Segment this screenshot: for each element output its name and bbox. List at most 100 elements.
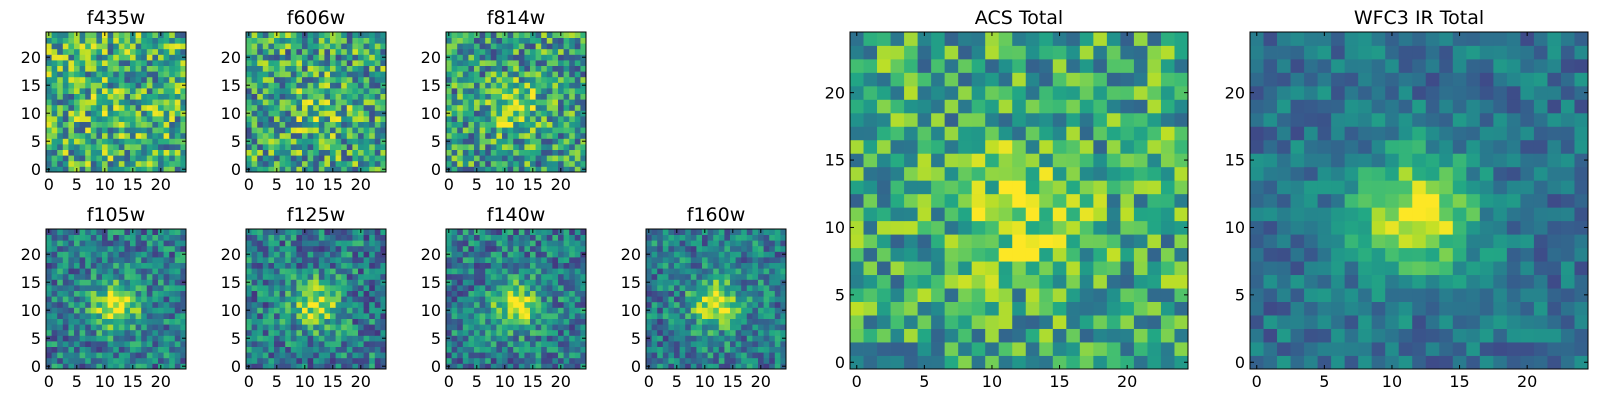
heatmap-cell — [251, 324, 258, 331]
heatmap-cell — [141, 234, 148, 241]
heatmap-cell — [696, 268, 703, 275]
heatmap-cell — [285, 99, 292, 106]
heatmap-cell — [262, 290, 269, 297]
heatmap-cell — [374, 32, 381, 38]
heatmap-cell — [541, 93, 548, 100]
heatmap-cell — [268, 160, 275, 167]
heatmap-cell — [462, 346, 469, 353]
heatmap-cell — [246, 296, 252, 303]
heatmap-cell — [780, 229, 787, 235]
heatmap-cell — [552, 318, 559, 325]
heatmap-cell — [85, 93, 92, 100]
heatmap-cell — [163, 313, 170, 319]
heatmap-cell — [546, 121, 553, 128]
heatmap-cell — [490, 290, 497, 297]
heatmap-cell — [251, 132, 258, 139]
heatmap-cell — [696, 290, 703, 297]
heatmap-cell — [79, 313, 86, 319]
heatmap-cell — [152, 160, 159, 167]
heatmap-cell — [707, 346, 714, 353]
heatmap-cell — [102, 335, 108, 342]
heatmap-cell — [668, 313, 675, 319]
heatmap-cell — [877, 180, 891, 195]
heatmap-cell — [1093, 328, 1108, 343]
heatmap-cell — [290, 301, 297, 308]
heatmap-cell — [702, 285, 708, 291]
heatmap-cell — [535, 71, 542, 78]
heatmap-cell — [1160, 180, 1175, 195]
heatmap-cell — [580, 37, 587, 44]
heatmap-cell — [352, 262, 359, 269]
heatmap-cell — [68, 245, 75, 252]
heatmap-cell — [690, 240, 697, 247]
heatmap-cell — [546, 76, 553, 83]
heatmap-cell — [346, 346, 353, 353]
heatmap-cell — [68, 110, 75, 117]
heatmap-cell — [318, 76, 325, 83]
heatmap-cell — [718, 234, 725, 241]
heatmap-cell — [763, 352, 770, 359]
heatmap-cell — [118, 318, 125, 325]
heatmap-cell — [662, 229, 669, 235]
heatmap-cell — [330, 144, 336, 150]
heatmap-cell — [574, 346, 581, 353]
heatmap-cell — [352, 82, 359, 89]
heatmap-cell — [490, 262, 497, 269]
heatmap-cell — [262, 262, 269, 269]
heatmap-cell — [496, 48, 503, 55]
heatmap-cell — [541, 99, 548, 106]
heatmap-cell — [558, 257, 564, 263]
heatmap-cell — [318, 268, 325, 275]
heatmap-cell — [268, 318, 275, 325]
heatmap-cell — [262, 32, 269, 38]
heatmap-cell — [563, 313, 570, 319]
heatmap-cell — [146, 262, 153, 269]
heatmap-cell — [96, 257, 103, 263]
heatmap-cell — [646, 290, 652, 297]
heatmap-cell — [163, 132, 170, 139]
heatmap-cell — [335, 229, 342, 235]
heatmap-cell — [569, 54, 576, 61]
heatmap-cell — [457, 273, 464, 280]
x-tick-label: 20 — [351, 372, 371, 391]
heatmap-cell — [68, 71, 75, 78]
heatmap-cell — [62, 138, 69, 145]
heatmap-cell — [657, 363, 664, 370]
heatmap-cell — [1174, 328, 1189, 343]
heatmap-cell — [352, 335, 359, 342]
heatmap-cell — [74, 160, 80, 167]
heatmap-cell — [335, 99, 342, 106]
heatmap-cell — [107, 138, 114, 145]
heatmap-cell — [62, 93, 69, 100]
heatmap-cell — [358, 279, 364, 286]
heatmap-cell — [135, 82, 142, 89]
heatmap-cell — [346, 279, 353, 286]
heatmap-cell — [335, 335, 342, 342]
heatmap-cell — [262, 268, 269, 275]
heatmap-cell — [690, 245, 697, 252]
heatmap-cell — [563, 76, 570, 83]
heatmap-cell — [268, 257, 275, 263]
heatmap-cell — [479, 279, 486, 286]
heatmap-cell — [163, 54, 170, 61]
heatmap-cell — [904, 234, 918, 249]
heatmap-cell — [90, 296, 97, 303]
heatmap-cell — [302, 37, 308, 44]
heatmap-cell — [541, 149, 548, 156]
heatmap-cell — [380, 48, 387, 55]
heatmap-cell — [462, 279, 469, 286]
heatmap-cell — [541, 262, 548, 269]
heatmap-cell — [674, 346, 680, 353]
heatmap-cell — [90, 104, 97, 111]
heatmap-cell — [507, 104, 514, 111]
heatmap-cell — [57, 301, 64, 308]
heatmap-cell — [307, 160, 314, 167]
heatmap-cell — [780, 346, 787, 353]
heatmap-cell — [152, 268, 159, 275]
heatmap-cell — [702, 341, 708, 347]
heatmap-cell — [502, 285, 508, 291]
heatmap-cell — [563, 93, 570, 100]
heatmap-cell — [490, 82, 497, 89]
heatmap-cell — [944, 355, 959, 370]
heatmap-cell — [302, 307, 308, 314]
